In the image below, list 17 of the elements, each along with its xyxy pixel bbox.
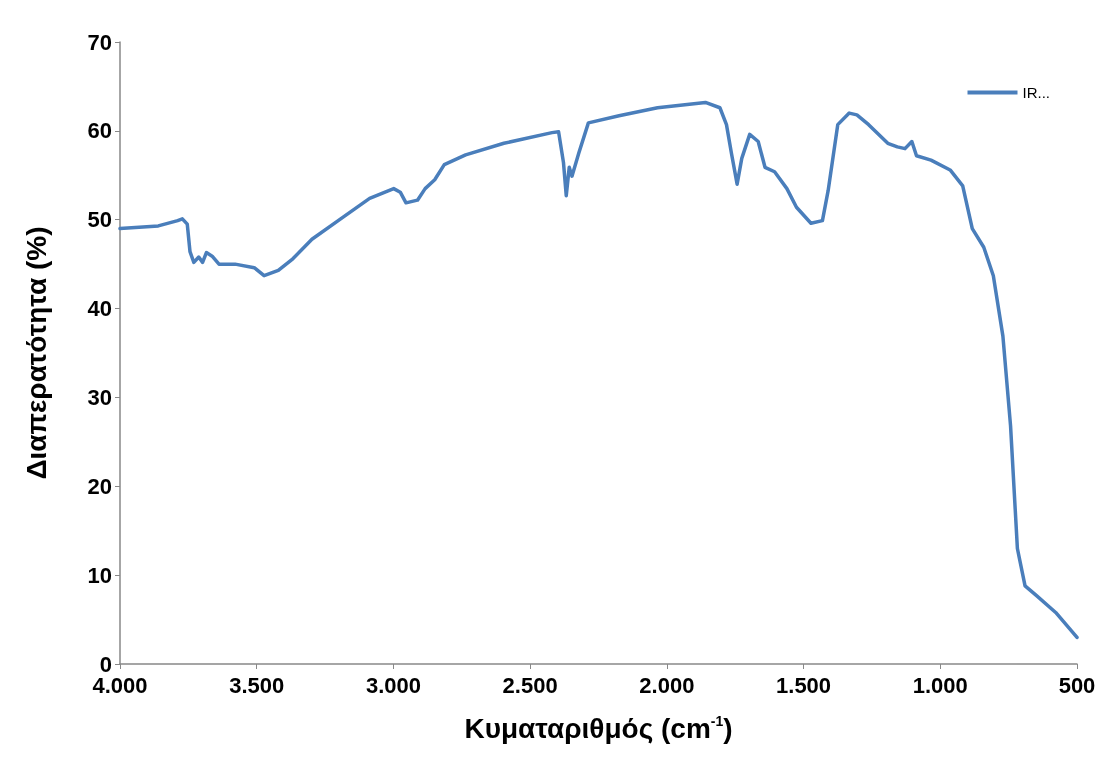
x-tick-label: 2.500 — [502, 672, 558, 698]
x-tick-label: 3.000 — [365, 672, 421, 698]
line-series — [118, 100, 1079, 640]
legend-label: IR... — [1022, 84, 1051, 101]
y-tick-label: 60 — [87, 118, 112, 144]
y-tick-label: 50 — [87, 207, 112, 233]
y-axis-title: Διαπερατότητα (%) — [20, 226, 52, 480]
y-tick-label: 70 — [87, 29, 112, 55]
y-tick-label: 30 — [87, 384, 112, 410]
x-tick-label: 1.000 — [912, 672, 968, 698]
x-tick-label: 500 — [1058, 672, 1096, 698]
y-tick-label: 10 — [87, 562, 112, 588]
x-tick-label: 2.000 — [639, 672, 695, 698]
x-tick-label: 1.500 — [776, 672, 832, 698]
y-tick-label: 40 — [87, 296, 112, 322]
x-tick-label: 3.500 — [229, 672, 285, 698]
y-tick-label: 20 — [87, 473, 112, 499]
